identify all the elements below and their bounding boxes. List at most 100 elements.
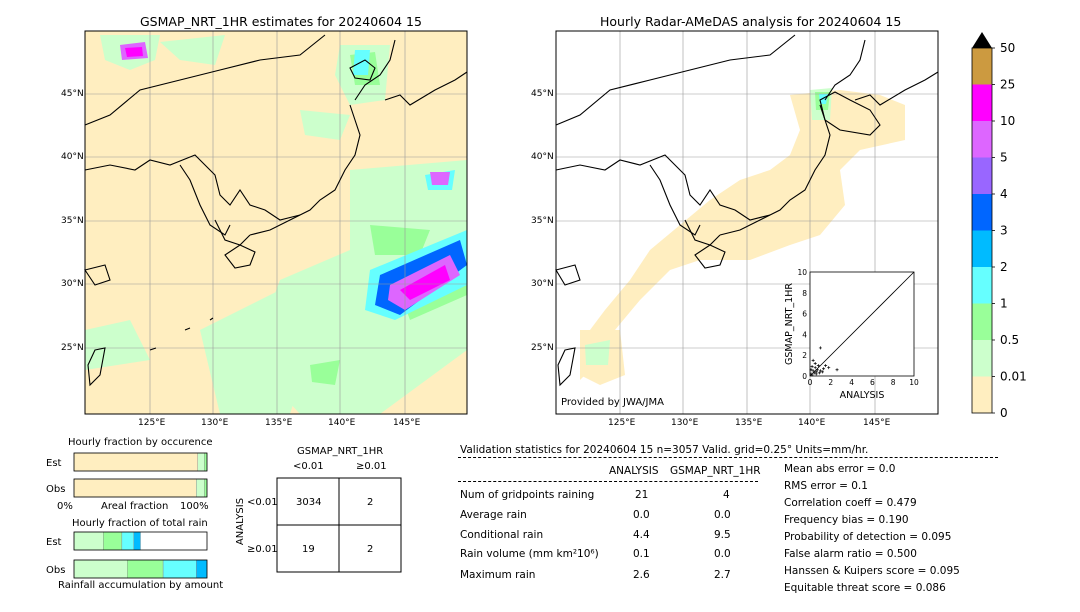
total-rain-bar-segment [73,531,104,551]
scatter-point [812,371,816,375]
left-lon-tick: 125°E [138,418,166,428]
scatter-xtick: 0 [808,378,813,387]
colorbar-segment [972,194,992,231]
scatter-point [813,362,817,366]
scatter-xtick: 10 [909,378,919,387]
colorbar-segment [972,376,992,413]
score-line: False alarm ratio = 0.500 [784,548,917,560]
colorbar-segment [972,48,992,85]
score-line: Equitable threat score = 0.086 [784,582,946,594]
contingency-cell: 2 [367,544,374,555]
scatter-xtick: 4 [849,378,854,387]
colorbar-label: 2 [1000,260,1008,274]
contingency-col-header: <0.01 [293,461,324,472]
score-line: RMS error = 0.1 [784,480,868,492]
score-line: Mean abs error = 0.0 [784,463,896,475]
left-map-frame [84,30,468,415]
scatter-ytick: 2 [802,351,807,360]
left-map-title: GSMAP_NRT_1HR estimates for 20240604 15 [140,14,422,29]
validation-row-analysis: 21 [635,489,649,501]
validation-row-gsmap: 0.0 [714,548,731,560]
total-rain-bar-segment [196,559,208,579]
validation-row-analysis: 0.1 [633,548,650,560]
occurrence-xtick-right: 100% [180,501,209,512]
total-rain-bar-segment [73,559,128,579]
colorbar-segment [972,230,992,267]
validation-row-label: Maximum rain [460,569,536,581]
occurrence-title: Hourly fraction by occurence [68,437,213,448]
validation-col-analysis: ANALYSIS [609,465,659,477]
left-lat-tick: 40°N [61,152,84,162]
scatter-point [827,366,831,370]
total-rain-bar-segment [162,559,197,579]
right-lon-tick: 135°E [735,418,763,428]
validation-row-analysis: 0.0 [633,509,650,521]
scatter-point [835,368,839,372]
colorbar-segment [972,121,992,158]
validation-row-gsmap: 2.7 [714,569,731,581]
occurrence-bar-segment [197,452,205,472]
contingency-title: GSMAP_NRT_1HR [297,446,384,457]
contingency-cell: 2 [367,497,374,508]
scatter-point [824,364,828,368]
validation-subdivider [458,481,758,482]
occurrence-bar-frame [73,478,208,498]
right-map-title: Hourly Radar-AMeDAS analysis for 2024060… [600,14,902,29]
scatter-point [811,369,815,373]
scatter-ytick: 6 [802,310,807,319]
right-lat-tick: 40°N [531,152,554,162]
total-rain-chart: Est Obs [46,531,208,579]
scatter-point [815,368,819,372]
contingency-grid [276,477,402,573]
left-lon-tick: 130°E [201,418,229,428]
colorbar-label: 0.01 [1000,370,1027,384]
colorbar-label: 50 [1000,41,1015,55]
right-map-frame [555,30,939,415]
occurrence-bar-segment [73,478,197,498]
colorbar-segment [972,267,992,304]
validation-row-label: Num of gridpoints raining [460,489,595,501]
colorbar-segment [972,157,992,194]
scatter-ytick: 4 [802,330,807,339]
left-lon-tick: 145°E [393,418,421,428]
occurrence-bar-segment [196,478,205,498]
left-lon-tick: 140°E [328,418,356,428]
total-rain-xlabel: Rainfall accumulation by amount [58,580,224,591]
contingency-row-header: ≥0.01 [247,544,278,555]
validation-header: Validation statistics for 20240604 15 n=… [460,444,869,456]
right-lon-tick: 130°E [671,418,699,428]
contingency-row-axis: ANALYSIS [235,497,247,546]
colorbar-label: 0 [1000,406,1008,420]
score-line: Hanssen & Kuipers score = 0.095 [784,565,960,577]
left-lat-tick: 35°N [61,216,84,226]
scatter-point [810,365,814,369]
right-lon-tick: 125°E [608,418,636,428]
validation-divider [458,457,998,458]
scatter-ytick: 10 [797,268,807,277]
left-lat-tick: 45°N [61,89,84,99]
colorbar: 50 25 10 5 4 3 2 1 0.5 0.01 0 [971,32,1027,420]
scatter-point [813,366,817,370]
total-rain-bar-segment [103,531,123,551]
left-map-peak-rain [125,47,450,300]
scatter-point [809,368,813,372]
occurrence-bar-segment [73,452,198,472]
scatter-point [818,346,822,350]
total-rain-category-label: Est [46,537,62,548]
contingency-cell: 3034 [296,497,322,508]
occurrence-xtick-left: 0% [57,501,73,512]
scatter-ylabel: GSMAP_NRT_1HR [784,283,795,365]
validation-row-gsmap: 0.0 [714,509,731,521]
scatter-point [810,373,814,377]
right-lat-tick: 30°N [531,279,554,289]
validation-row-label: Conditional rain [460,529,544,541]
scatter-diagonal [809,271,915,377]
scatter-xlabel: ANALYSIS [840,390,885,401]
scatter-point [817,371,821,375]
left-map-gridlines [85,31,467,414]
colorbar-label: 0.5 [1000,333,1019,347]
scatter-xtick: 8 [891,378,896,387]
occurrence-chart: Est Obs [46,452,208,498]
colorbar-label: 10 [1000,114,1015,128]
total-rain-bar-frame [73,559,208,579]
